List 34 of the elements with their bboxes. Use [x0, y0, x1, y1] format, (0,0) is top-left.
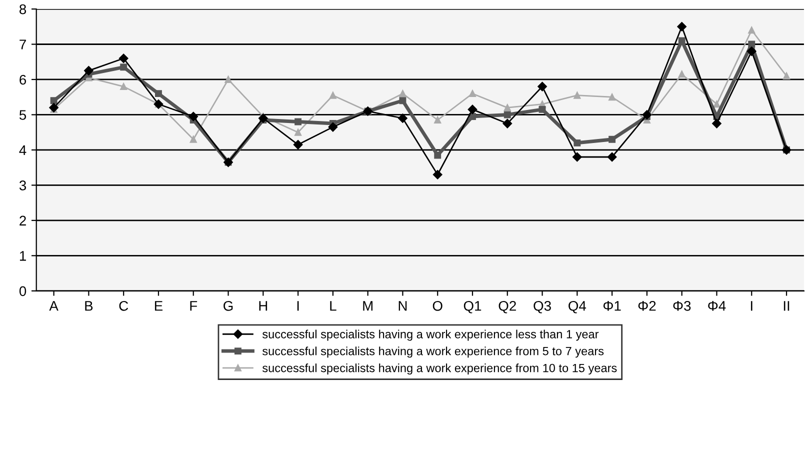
legend-label: successful specialists having a work experience from 10 to 15 years — [262, 364, 617, 375]
x-tick-label: Q3 — [534, 300, 551, 314]
x-tick-label: B — [85, 301, 93, 311]
x-tick-label: Φ4 — [708, 301, 726, 311]
x-tick-label: L — [330, 301, 336, 311]
x-tick-label: O — [432, 300, 442, 311]
y-tick-label: 2 — [20, 216, 26, 226]
y-tick-label: 3 — [19, 180, 26, 190]
x-tick-label: C — [119, 300, 128, 311]
x-tick-label: I — [297, 301, 299, 311]
x-tick-label: E — [154, 301, 163, 311]
y-tick-label: 0 — [19, 286, 26, 296]
x-tick-label: A — [49, 301, 58, 311]
x-tick-label: H — [259, 301, 268, 311]
x-tick-label: N — [398, 301, 407, 311]
y-tick-label: 1 — [20, 251, 26, 261]
x-tick-label: Q2 — [498, 300, 516, 314]
x-tick-label: Q1 — [464, 300, 482, 314]
legend-label: successful specialists having a work experience from 5 to 7 years — [262, 346, 604, 358]
y-tick-label: 7 — [20, 40, 26, 50]
x-tick-label: II — [784, 301, 790, 311]
x-tick-label: F — [190, 301, 198, 311]
y-tick-label: 4 — [19, 145, 26, 155]
legend-label: successful specialists having a work experience less than 1 year — [262, 330, 599, 341]
x-tick-label: G — [224, 300, 233, 311]
x-tick-label: I — [750, 301, 752, 311]
x-tick-label: Φ3 — [673, 300, 691, 311]
y-tick-label: 5 — [19, 110, 26, 120]
x-tick-label: Φ2 — [638, 300, 656, 311]
y-tick-label: 6 — [20, 74, 26, 85]
x-tick-label: Φ1 — [603, 301, 621, 311]
x-tick-label: M — [363, 301, 372, 311]
y-tick-label: 8 — [20, 4, 26, 14]
x-tick-label: Q4 — [568, 300, 586, 314]
